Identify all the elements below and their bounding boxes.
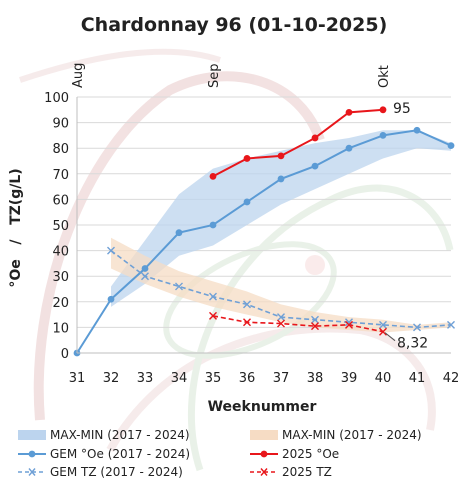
data-point	[107, 295, 115, 303]
data-point	[379, 132, 387, 139]
x-tick-labels: 31 32 33 34 35 36 37 38 39 40 41 42	[69, 371, 460, 386]
axes	[76, 97, 451, 354]
month-label: Aug	[71, 63, 86, 88]
data-point	[311, 134, 319, 142]
data-label: 8,32	[397, 336, 428, 352]
month-label: Sep	[207, 63, 222, 88]
legend-label: MAX-MIN (2017 - 2024)	[50, 428, 190, 442]
data-point	[243, 300, 251, 309]
y-axis-title: °Oe / TZ(g/L)	[8, 168, 24, 287]
x-axis-title: Weeknummer	[208, 399, 317, 415]
data-point	[175, 229, 183, 237]
data-point	[311, 162, 319, 170]
x-tick-label: 32	[103, 371, 120, 386]
y-tick-label: 30	[52, 270, 69, 285]
x-tick-label: 34	[171, 371, 188, 386]
x-tick-label: 35	[205, 371, 222, 386]
legend-item: 2025 TZ	[250, 465, 332, 479]
data-point	[277, 313, 285, 322]
y-tick-label: 90	[52, 117, 69, 132]
legend-marker	[28, 468, 36, 476]
x-tick-label: 40	[375, 371, 392, 386]
legend-label: GEM °Oe (2017 - 2024)	[50, 447, 190, 461]
x-tick-label: 33	[137, 371, 154, 386]
legend-marker	[260, 450, 268, 458]
y-tick-label: 60	[52, 193, 69, 208]
x-tick-label: 36	[239, 371, 256, 386]
y-tick-label: 50	[52, 219, 69, 234]
legend-swatch	[250, 430, 278, 440]
legend: MAX-MIN (2017 - 2024) MAX-MIN (2017 - 202…	[18, 428, 422, 479]
data-point	[107, 246, 115, 255]
data-annotations: 958,32	[384, 101, 428, 352]
data-point	[243, 318, 251, 327]
x-tick-label: 31	[69, 371, 86, 386]
data-point	[345, 144, 353, 152]
data-point	[379, 106, 387, 114]
legend-label: 2025 °Oe	[282, 447, 339, 461]
legend-marker	[28, 450, 36, 458]
data-point	[379, 320, 387, 329]
band-area	[111, 237, 451, 333]
data-label-leader	[384, 332, 396, 342]
min-max-bands	[111, 130, 451, 333]
data-point	[243, 155, 251, 162]
data-point	[447, 320, 455, 329]
y-tick-label: 20	[52, 296, 69, 311]
data-point	[447, 142, 455, 150]
legend-item: MAX-MIN (2017 - 2024)	[250, 428, 422, 442]
data-point	[209, 292, 217, 301]
y-tick-label: 10	[52, 321, 69, 336]
data-point	[277, 152, 285, 160]
data-point	[209, 221, 217, 229]
x-tick-label: 38	[307, 371, 324, 386]
y-tick-label: 100	[44, 91, 69, 106]
data-point	[379, 327, 387, 336]
x-tick-label: 42	[443, 371, 460, 386]
data-point	[175, 282, 183, 291]
data-point	[345, 320, 353, 329]
y-tick-labels: 0 10 20 30 40 50 60 70 80 90 100	[44, 91, 69, 362]
legend-item: 2025 °Oe	[250, 447, 339, 461]
series-line	[76, 129, 452, 354]
legend-item: MAX-MIN (2017 - 2024)	[18, 428, 190, 442]
chart-title: Chardonnay 96 (01-10-2025)	[81, 14, 388, 36]
data-point	[277, 175, 285, 183]
series-line	[212, 315, 384, 333]
month-labels: Aug Sep Okt	[71, 63, 392, 88]
legend-marker	[260, 468, 268, 476]
background-watermark	[19, 48, 454, 472]
y-tick-label: 0	[61, 347, 69, 362]
data-point	[345, 108, 353, 116]
month-label: Okt	[377, 65, 392, 88]
data-point	[413, 126, 421, 134]
y-tick-label: 70	[52, 168, 69, 183]
data-point	[141, 272, 149, 281]
x-tick-label: 37	[273, 371, 290, 386]
legend-label: GEM TZ (2017 - 2024)	[50, 465, 183, 479]
data-point	[141, 265, 149, 272]
legend-swatch	[18, 430, 46, 440]
data-point	[209, 311, 217, 320]
data-label: 95	[393, 101, 411, 117]
legend-item: GEM TZ (2017 - 2024)	[18, 465, 183, 479]
y-tick-label: 40	[52, 245, 69, 260]
data-point	[413, 323, 421, 332]
data-point	[311, 315, 319, 324]
x-tick-label: 41	[409, 371, 426, 386]
legend-label: MAX-MIN (2017 - 2024)	[282, 428, 422, 442]
series-lines	[73, 106, 455, 357]
data-point	[243, 198, 251, 206]
x-tick-label: 39	[341, 371, 358, 386]
legend-item: GEM °Oe (2017 - 2024)	[18, 447, 190, 461]
data-point	[311, 322, 319, 331]
y-tick-label: 80	[52, 142, 69, 157]
data-point	[209, 172, 217, 180]
data-point	[277, 319, 285, 328]
series-line	[212, 108, 384, 178]
legend-label: 2025 TZ	[282, 465, 332, 479]
band-area	[111, 130, 451, 307]
